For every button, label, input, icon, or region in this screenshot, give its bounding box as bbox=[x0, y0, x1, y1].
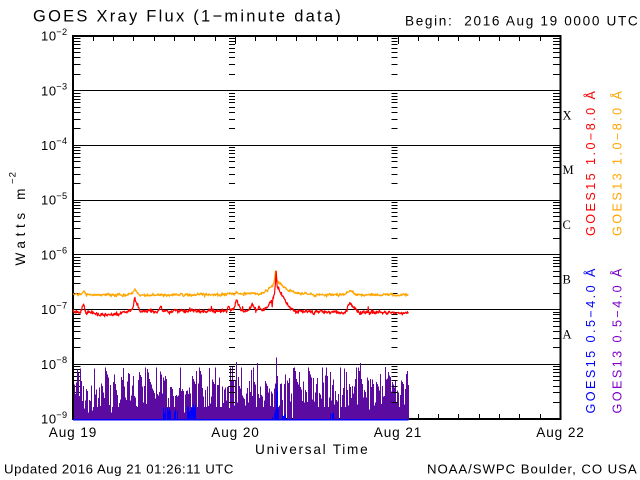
svg-text:GOES Xray Flux (1−minute data): GOES Xray Flux (1−minute data) bbox=[33, 8, 343, 26]
svg-text:10: 10 bbox=[41, 193, 57, 208]
svg-text:−9: −9 bbox=[56, 410, 67, 420]
svg-text:B: B bbox=[563, 273, 571, 287]
svg-text:Aug 20: Aug 20 bbox=[211, 425, 260, 440]
svg-text:Begin: 2016 Aug 19 0000 UTC: Begin: 2016 Aug 19 0000 UTC bbox=[405, 14, 639, 29]
svg-text:10: 10 bbox=[41, 248, 57, 263]
svg-text:A: A bbox=[563, 327, 572, 341]
svg-text:GOES13 0.5−4.0 Å: GOES13 0.5−4.0 Å bbox=[610, 266, 625, 413]
svg-text:−5: −5 bbox=[56, 191, 67, 201]
svg-text:NOAA/SWPC Boulder, CO USA: NOAA/SWPC Boulder, CO USA bbox=[427, 462, 638, 477]
svg-text:−4: −4 bbox=[56, 136, 67, 146]
svg-text:−7: −7 bbox=[56, 300, 67, 310]
svg-text:10: 10 bbox=[41, 29, 57, 44]
svg-text:−3: −3 bbox=[56, 82, 67, 92]
svg-text:GOES15 1.0−8.0 Å: GOES15 1.0−8.0 Å bbox=[583, 89, 598, 236]
svg-text:Aug 21: Aug 21 bbox=[374, 425, 423, 440]
svg-text:−6: −6 bbox=[56, 246, 67, 256]
svg-text:−8: −8 bbox=[56, 355, 67, 365]
svg-text:C: C bbox=[563, 218, 571, 232]
svg-text:Universal Time: Universal Time bbox=[255, 442, 369, 457]
svg-text:X: X bbox=[563, 109, 572, 123]
svg-text:Watts m: Watts m bbox=[13, 184, 28, 266]
svg-text:−2: −2 bbox=[56, 27, 67, 37]
svg-text:−2: −2 bbox=[8, 171, 19, 184]
svg-text:10: 10 bbox=[41, 357, 57, 372]
svg-text:10: 10 bbox=[41, 138, 57, 153]
svg-text:10: 10 bbox=[41, 302, 57, 317]
svg-text:GOES15 0.5−4.0 Å: GOES15 0.5−4.0 Å bbox=[583, 266, 598, 413]
svg-text:Aug 22: Aug 22 bbox=[536, 425, 585, 440]
svg-text:10: 10 bbox=[41, 83, 57, 98]
svg-text:GOES13 1.0−8.0 Å: GOES13 1.0−8.0 Å bbox=[610, 89, 625, 236]
svg-text:Updated 2016 Aug 21 01:26:11 U: Updated 2016 Aug 21 01:26:11 UTC bbox=[4, 462, 234, 477]
svg-text:M: M bbox=[563, 163, 574, 177]
svg-text:10: 10 bbox=[41, 412, 57, 427]
svg-text:Aug 19: Aug 19 bbox=[49, 425, 98, 440]
